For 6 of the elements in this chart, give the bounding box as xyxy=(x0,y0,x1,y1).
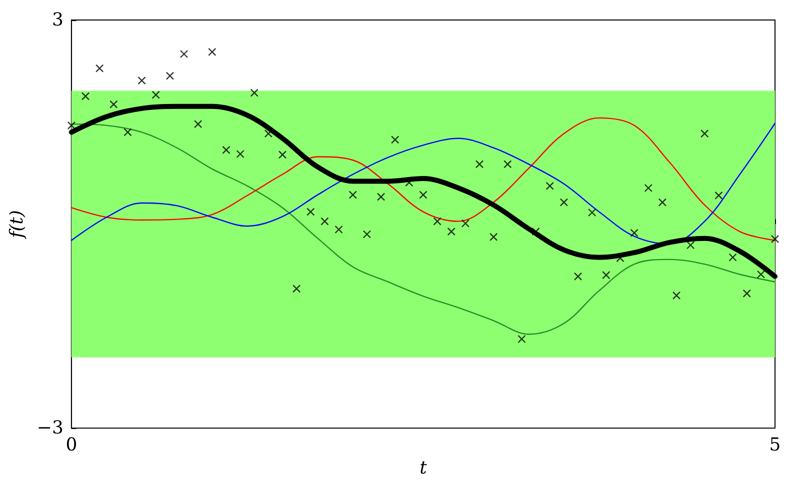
y-tick-label: 3 xyxy=(52,10,64,30)
y-axis-title: f(t) xyxy=(6,210,28,240)
x-tick-label: 0 xyxy=(66,434,78,456)
y-tick-label: −3 xyxy=(36,418,64,439)
x-axis-title: t xyxy=(420,458,428,478)
x-tick-label: 5 xyxy=(769,434,781,456)
